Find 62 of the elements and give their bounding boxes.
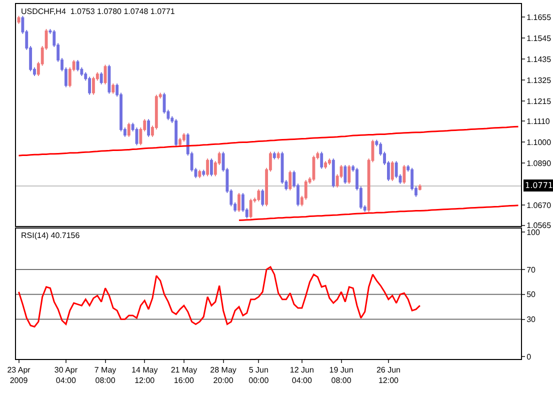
y-tick-label: 1.1215 bbox=[526, 97, 552, 106]
candlestick bbox=[202, 169, 206, 177]
x-tick-label: 14 May 12:00 bbox=[131, 366, 158, 386]
candlestick bbox=[100, 72, 103, 85]
y-tick-label: 1.1325 bbox=[526, 76, 552, 85]
y-tick-label: 1.0890 bbox=[526, 159, 552, 168]
candlestick bbox=[272, 151, 276, 160]
candlestick bbox=[402, 164, 406, 184]
line-series bbox=[18, 126, 519, 156]
y-tick-label: 0 bbox=[526, 352, 532, 362]
chart-title: USDCHF,H4 1.0753 1.0780 1.0748 1.0771 bbox=[21, 7, 176, 16]
candlestick bbox=[174, 118, 178, 147]
x-tick-label: 23 Apr 2009 bbox=[7, 366, 31, 386]
y-tick-label: 1.0670 bbox=[526, 201, 552, 210]
candlestick bbox=[238, 192, 240, 212]
y-tick-label: 1.1000 bbox=[526, 138, 552, 148]
y-tick-label: 50 bbox=[526, 290, 536, 300]
y-tick-label: 30 bbox=[526, 315, 536, 324]
candlestick bbox=[418, 184, 422, 191]
candlestick bbox=[249, 198, 252, 219]
candlestick bbox=[17, 15, 20, 24]
candlestick bbox=[348, 164, 351, 184]
y-tick-label: 70 bbox=[526, 265, 536, 274]
candlestick bbox=[88, 76, 92, 96]
y-tick-label: 1.1545 bbox=[526, 34, 552, 44]
x-tick-label: 26 Jun 12:00 bbox=[376, 366, 400, 386]
candlestick bbox=[178, 137, 182, 147]
x-tick-label: 19 Jun 08:00 bbox=[329, 366, 354, 386]
candlestick bbox=[210, 158, 213, 177]
ref-line-label: 1.0771 bbox=[525, 181, 553, 190]
candlestick bbox=[390, 160, 394, 182]
candlestick bbox=[112, 82, 115, 94]
x-tick-label: 28 May 20:00 bbox=[210, 366, 236, 386]
candlestick bbox=[127, 122, 130, 138]
candlestick bbox=[344, 164, 347, 184]
x-tick-label: 7 May 08:00 bbox=[94, 366, 116, 386]
y-tick-label: 1.0565 bbox=[526, 221, 552, 230]
candlestick bbox=[147, 118, 150, 138]
candlestick bbox=[257, 188, 260, 202]
candlestick bbox=[328, 158, 331, 166]
candlestick bbox=[276, 151, 280, 160]
candlestick bbox=[182, 132, 186, 142]
candlestick bbox=[92, 76, 95, 96]
y-tick-label: 100 bbox=[526, 228, 540, 237]
x-tick-label: 30 Apr 04:00 bbox=[54, 366, 78, 386]
candlestick bbox=[206, 158, 209, 177]
chart-title: RSI(14) 40.7156 bbox=[21, 231, 80, 240]
y-tick-label: 1.1435 bbox=[526, 55, 552, 64]
candlestick bbox=[324, 160, 327, 170]
candlestick bbox=[288, 170, 292, 191]
candlestick bbox=[76, 59, 80, 72]
candlestick bbox=[198, 169, 202, 179]
candlestick bbox=[261, 188, 264, 207]
candlestick bbox=[332, 158, 335, 188]
line-series bbox=[18, 266, 421, 328]
y-tick-label: 1.1110 bbox=[526, 117, 550, 126]
x-tick-label: 5 Jun 00:00 bbox=[248, 366, 270, 386]
y-tick-label: 1.1655 bbox=[526, 13, 552, 22]
line-series bbox=[238, 204, 519, 222]
x-tick-label: 12 Jun 04:00 bbox=[290, 366, 314, 386]
x-tick-label: 21 May 16:00 bbox=[170, 366, 198, 386]
candlestick bbox=[320, 151, 324, 170]
